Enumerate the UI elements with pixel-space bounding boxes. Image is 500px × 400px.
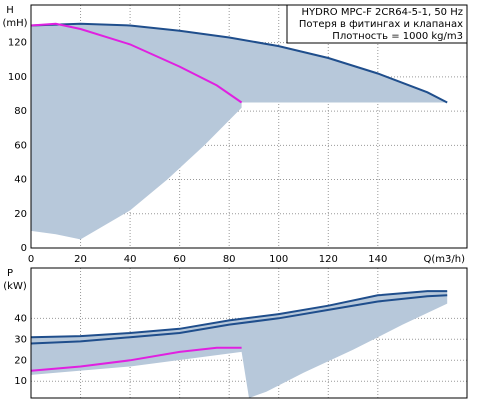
y-tick-label: 30 bbox=[14, 334, 27, 345]
x-tick-label: 60 bbox=[173, 254, 186, 265]
curve bbox=[30, 346, 242, 372]
y-tick-label: 100 bbox=[8, 72, 27, 83]
operating-area bbox=[31, 291, 448, 398]
y-tick-label: 80 bbox=[14, 106, 27, 117]
x-tick-label: 40 bbox=[124, 254, 137, 265]
y-tick-label: 40 bbox=[14, 175, 27, 186]
y-axis-label: P bbox=[7, 268, 13, 279]
y-tick-label: 20 bbox=[14, 355, 27, 366]
y-tick-label: 40 bbox=[14, 313, 27, 324]
y-tick-label: 120 bbox=[8, 38, 27, 49]
info-line: Плотность = 1000 kg/m3 bbox=[332, 31, 463, 42]
x-tick-label: 100 bbox=[269, 254, 288, 265]
y-tick-label: 0 bbox=[21, 243, 27, 254]
curve bbox=[30, 22, 243, 104]
info-line: HYDRO MPC-F 2CR64-5-1, 50 Hz bbox=[302, 7, 464, 18]
y-tick-label: 20 bbox=[14, 209, 27, 220]
x-tick-label: 20 bbox=[74, 254, 87, 265]
x-tick-label: 120 bbox=[319, 254, 338, 265]
x-axis-label: Q(m3/h) bbox=[424, 254, 466, 265]
info-line: Потеря в фитингах и клапанах bbox=[299, 19, 463, 30]
plot-frame bbox=[30, 267, 468, 399]
curve bbox=[30, 22, 448, 104]
y-tick-label: 10 bbox=[14, 376, 27, 387]
y-tick-label: 60 bbox=[14, 140, 27, 151]
operating-area bbox=[31, 23, 448, 240]
x-tick-label: 140 bbox=[368, 254, 387, 265]
x-tick-label: 0 bbox=[28, 254, 34, 265]
y-axis-unit: (mH) bbox=[2, 18, 27, 29]
x-tick-label: 80 bbox=[223, 254, 236, 265]
y-axis-label: H bbox=[6, 5, 14, 16]
y-axis-unit: (kW) bbox=[3, 281, 27, 292]
curve bbox=[30, 294, 448, 345]
curve bbox=[30, 290, 448, 339]
plot-frame bbox=[30, 4, 468, 249]
info-box bbox=[286, 4, 468, 44]
